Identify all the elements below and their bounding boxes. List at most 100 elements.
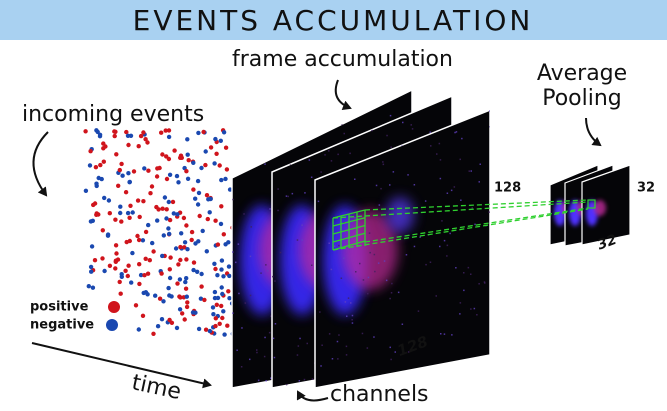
event-dot [128,203,133,208]
event-dot [123,268,128,273]
noise [338,244,340,247]
noise [443,333,446,335]
event-dot [116,183,121,188]
noise [280,112,283,114]
event-dot [107,211,113,216]
noise [452,367,454,369]
noise [367,276,370,279]
event-dot [184,304,190,310]
event-dot [177,294,182,299]
noise [378,204,381,206]
event-dot [93,165,99,170]
event-dot [135,198,141,203]
event-dot [164,154,169,159]
event-dot [218,221,224,227]
event-dot [153,293,158,298]
noise [488,211,490,213]
event-dot [184,169,189,174]
event-dot [138,272,144,278]
event-dot [225,323,230,328]
event-dot [213,316,218,321]
event-dot [140,238,146,243]
event-dot [143,290,148,295]
event-dot [204,249,209,254]
event-dot [212,289,218,295]
event-dot [114,251,119,256]
event-dot [101,141,106,146]
event-dot [207,328,213,334]
noise [470,273,472,275]
event-dot [131,169,137,174]
event-dot [167,275,173,281]
noise [272,337,275,340]
event-dot [145,140,150,145]
event-dot [185,300,190,305]
noise [439,159,442,161]
event-dot [146,222,151,228]
event-dot [227,187,233,192]
noise [419,236,421,238]
event-dot [221,232,226,237]
noise [263,355,266,358]
noise [238,167,241,169]
noise [369,251,371,254]
event-dot [167,293,172,298]
event-dot [226,240,231,245]
event-dot [189,229,195,235]
frame-label: frame accumulation [232,47,453,72]
noise [232,198,234,201]
event-dot [125,133,131,138]
event-dot [143,256,148,261]
time-arrow [31,342,212,389]
event-dot [107,263,113,268]
noise [264,105,267,108]
event-dot [184,276,189,281]
noise [338,334,340,336]
event-dot [196,326,202,332]
event-dot [198,296,204,301]
noise [429,131,431,133]
event-dot [184,223,189,228]
noise [470,308,472,310]
event-dot [89,244,95,249]
noise [249,294,252,297]
noise [324,154,326,156]
noise [332,101,334,103]
event-dot [136,237,142,243]
event-dot [185,176,191,181]
event-dot [166,134,172,140]
event-dot [201,129,206,135]
event-dot [157,165,162,171]
noise [467,266,470,269]
noise [296,354,299,356]
noise [476,314,478,316]
noise [245,102,248,105]
noise [425,377,427,380]
noise [270,377,272,379]
event-dot [130,250,135,256]
event-dot [155,218,160,223]
event-dot [167,267,172,272]
event-dot [183,279,188,285]
noise [351,319,353,321]
event-dot [221,130,227,135]
noise [241,327,243,329]
event-dot [83,188,89,193]
event-dot [147,258,152,263]
event-dot [185,247,190,252]
noise [410,373,413,376]
noise [349,111,351,114]
noise [319,311,321,313]
event-dot [212,261,217,266]
event-dot [213,218,218,223]
noise [354,178,356,180]
legend-dot [106,319,118,331]
event-dot [140,313,146,318]
event-dot [195,269,200,274]
event-dot [172,148,177,153]
noise [390,292,393,294]
event-dot [127,215,132,220]
event-dot [136,144,141,149]
noise [265,380,267,382]
noise [243,213,245,215]
